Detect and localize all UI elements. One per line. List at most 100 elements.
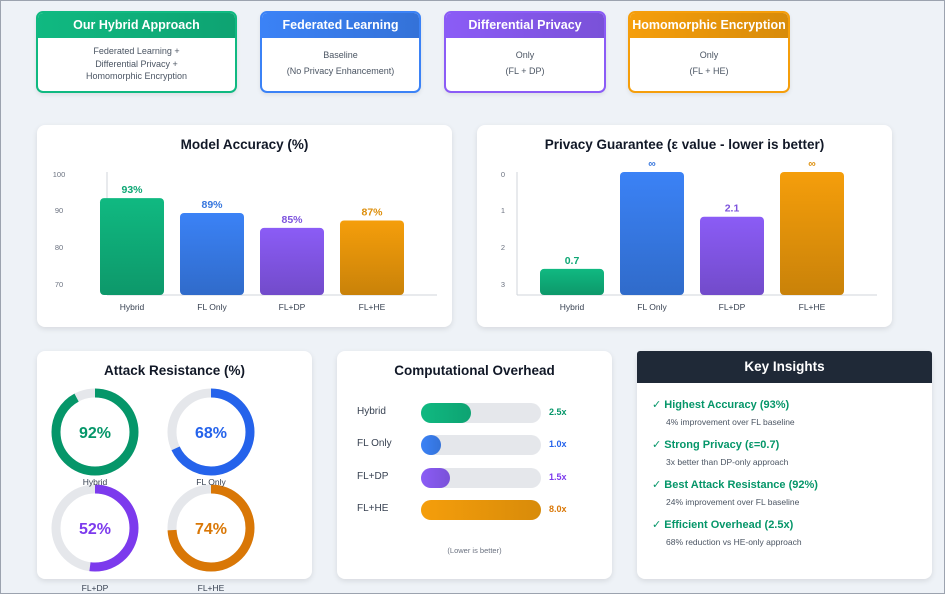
y-tick-label: 3 [501,280,505,289]
x-tick-label: FL+HE [359,302,386,312]
donut-fl-he: 74% [165,482,257,574]
bar-value-label: 0.7 [565,255,580,267]
overhead-value: 2.5x [549,407,567,417]
donut-arc [51,388,139,476]
overhead-bar-fill [421,500,541,520]
approach-line: Differential Privacy + [95,58,178,69]
bar-hybrid [100,198,164,295]
insight-detail: 68% reduction vs HE-only approach [666,537,802,547]
bar-value-label: ∞ [648,158,656,170]
x-tick-label: FL+HE [799,302,826,312]
approach-card-he: Homomorphic Encryption Only (FL + HE) [628,11,790,93]
approach-title: Federated Learning [262,13,419,38]
overhead-value: 1.0x [549,439,567,449]
privacy-title: Privacy Guarantee (ε value - lower is be… [544,137,825,152]
overhead-note: (Lower is better) [447,546,502,555]
bar-hybrid [540,268,604,295]
attack-title: Attack Resistance (%) [103,363,246,378]
bar-value-label: 85% [281,214,303,226]
insight-detail: 3x better than DP-only approach [666,457,789,467]
overhead-track [421,435,541,455]
insight-item: ✓ Efficient Overhead (2.5x) 68% reductio… [652,518,932,547]
overhead-row: Hybrid 2.5x [337,402,612,424]
overhead-bar-fill [421,468,450,488]
approach-line: (No Privacy Enhancement) [286,66,395,76]
bar-value-label: 93% [121,184,143,196]
approach-line: Only [515,50,535,60]
x-tick-label: Hybrid [120,302,145,312]
insight-item: ✓ Highest Accuracy (93%) 4% improvement … [652,398,932,427]
donut-arc [51,484,139,572]
approach-card-fl: Federated Learning Baseline (No Privacy … [260,11,421,93]
approach-title: Homomorphic Encryption [630,13,788,38]
approach-title: Our Hybrid Approach [38,13,235,38]
insight-item: ✓ Best Attack Resistance (92%) 24% impro… [652,478,932,507]
donut-background [49,386,141,478]
overhead-track [421,500,541,520]
donut-value: 68% [195,425,227,442]
overhead-label: Hybrid [357,406,386,417]
x-tick-label: FL Only [197,302,227,312]
overhead-row: FL Only 1.0x [337,434,612,456]
bar-value-label: 87% [361,206,383,218]
bar-fl-only [620,172,684,295]
x-tick-label: Hybrid [560,302,585,312]
insight-detail: 4% improvement over FL baseline [666,417,795,427]
y-tick-label: 70 [55,280,63,289]
bar-fl-dp [260,227,324,295]
approach-card-hybrid: Our Hybrid Approach Federated Learning +… [36,11,237,93]
donut-value: 52% [79,521,111,538]
overhead-value: 8.0x [549,504,567,514]
bar-value-label: ∞ [808,158,816,170]
donut-hybrid: 92% [49,386,141,478]
bar-fl-dp [700,216,764,295]
y-tick-label: 90 [55,206,63,215]
approach-line: Baseline [323,50,358,60]
approach-line: Homomorphic Encryption [85,71,188,81]
y-tick-label: 1 [501,206,505,215]
approach-title: Differential Privacy [446,13,604,38]
attack-chart: 52% 74% 92% 68% Hybrid FL Only FL+DP FL+HE [49,386,257,593]
overhead-label: FL+HE [357,503,389,514]
donut-value: 92% [79,425,111,442]
bar-value-label: 89% [201,199,223,211]
overhead-track [421,403,541,423]
overhead-title: Computational Overhead [394,363,555,378]
overhead-value: 1.5x [549,472,567,482]
donut-label: FL Only [196,477,226,487]
approach-line: Federated Learning + [93,46,180,56]
donut-label: FL+HE [198,583,225,593]
bar-value-label: 2.1 [725,203,740,215]
donut-fl-dp: 52% [49,482,141,574]
insight-detail: 24% improvement over FL baseline [666,497,800,507]
x-tick-label: FL+DP [719,302,746,312]
bar-fl-he [340,220,404,295]
bar-fl-only [180,213,244,295]
overhead-track [421,468,541,488]
x-tick-label: FL+DP [279,302,306,312]
insight-title: ✓ Efficient Overhead (2.5x) [652,519,794,531]
y-tick-label: 0 [501,170,505,179]
overhead-label: FL+DP [357,471,389,482]
insights-title: Key Insights [637,351,932,383]
donut-value: 74% [195,521,227,538]
donut-background [165,386,257,478]
bar-fl-he [780,172,844,295]
privacy-chart: 0 1 2 3 0.7 Hybrid ∞ FL Only 2.1 FL+DP ∞ FL+HE [501,158,877,312]
y-tick-label: 2 [501,243,505,252]
privacy-card: Privacy Guarantee (ε value - lower is be… [477,125,892,327]
insight-item: ✓ Strong Privacy (ε=0.7) 3x better than … [652,438,932,467]
donut-background [49,482,141,574]
insight-title: ✓ Best Attack Resistance (92%) [652,479,818,491]
overhead-row: FL+DP 1.5x [337,467,612,489]
accuracy-title: Model Accuracy (%) [180,137,309,152]
donut-background [165,482,257,574]
approach-line: (FL + HE) [689,66,729,76]
insights-card: Key Insights ✓ Highest Accuracy (93%) 4%… [637,351,932,579]
x-tick-label: FL Only [637,302,667,312]
donut-arc [167,484,255,572]
overhead-bar-fill [421,435,441,455]
accuracy-chart: 100 90 80 70 93% Hybrid 89% FL Only 85% FL+DP 87% F… [53,170,437,312]
donut-label: Hybrid [83,477,108,487]
overhead-row: FL+HE 8.0x [337,499,612,521]
